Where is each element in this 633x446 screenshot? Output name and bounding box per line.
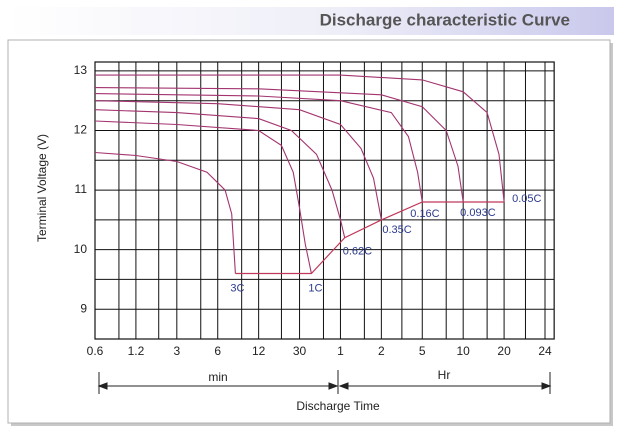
- y-tick-label: 12: [74, 123, 88, 137]
- y-tick-label: 10: [74, 242, 88, 256]
- plot-frame: [94, 61, 555, 340]
- min-range-label: min: [208, 370, 227, 384]
- curve: [94, 151, 236, 274]
- y-axis-label: Terminal Voltage (V): [35, 134, 49, 242]
- curve: [94, 120, 312, 274]
- series-label: 1C: [308, 282, 322, 294]
- curve: [94, 87, 464, 203]
- x-tick-label: 1.2: [128, 344, 145, 358]
- x-tick-label: 10: [457, 344, 471, 358]
- hr-range-label: Hr: [438, 368, 451, 382]
- x-axis-label: Discharge Time: [296, 399, 380, 413]
- series-label: 0.093C: [460, 207, 496, 219]
- panel: [7, 39, 611, 424]
- series-label: 0.35C: [382, 224, 411, 236]
- x-tick-label: 5: [419, 344, 426, 358]
- chart-title: Discharge characteristic Curve: [320, 10, 570, 29]
- series-label: 0.62C: [343, 246, 372, 258]
- curve: [94, 109, 346, 238]
- x-tick-label: 30: [293, 344, 307, 358]
- x-tick-label: 6: [214, 344, 221, 358]
- y-tick-label: 9: [80, 301, 87, 315]
- x-tick-label: 20: [497, 344, 511, 358]
- x-tick-label: 12: [252, 344, 266, 358]
- x-tick-label: 24: [538, 344, 552, 358]
- series-label: 0.05C: [512, 193, 541, 205]
- x-tick-label: 2: [378, 344, 385, 358]
- x-tick-label: 1: [337, 344, 344, 358]
- series-label: 0.16C: [410, 208, 439, 220]
- x-tick-label: 3: [173, 344, 180, 358]
- time-ranges: [97, 370, 552, 394]
- curve: [94, 93, 423, 203]
- cutoff-line: [235, 201, 505, 275]
- x-tick-label: 0.6: [87, 344, 104, 358]
- y-tick-label: 13: [74, 63, 88, 77]
- curve: [94, 100, 382, 221]
- y-tick-label: 11: [75, 182, 88, 196]
- curve: [95, 74, 505, 203]
- series-label: 3C: [230, 282, 244, 294]
- header-bar: [8, 7, 614, 35]
